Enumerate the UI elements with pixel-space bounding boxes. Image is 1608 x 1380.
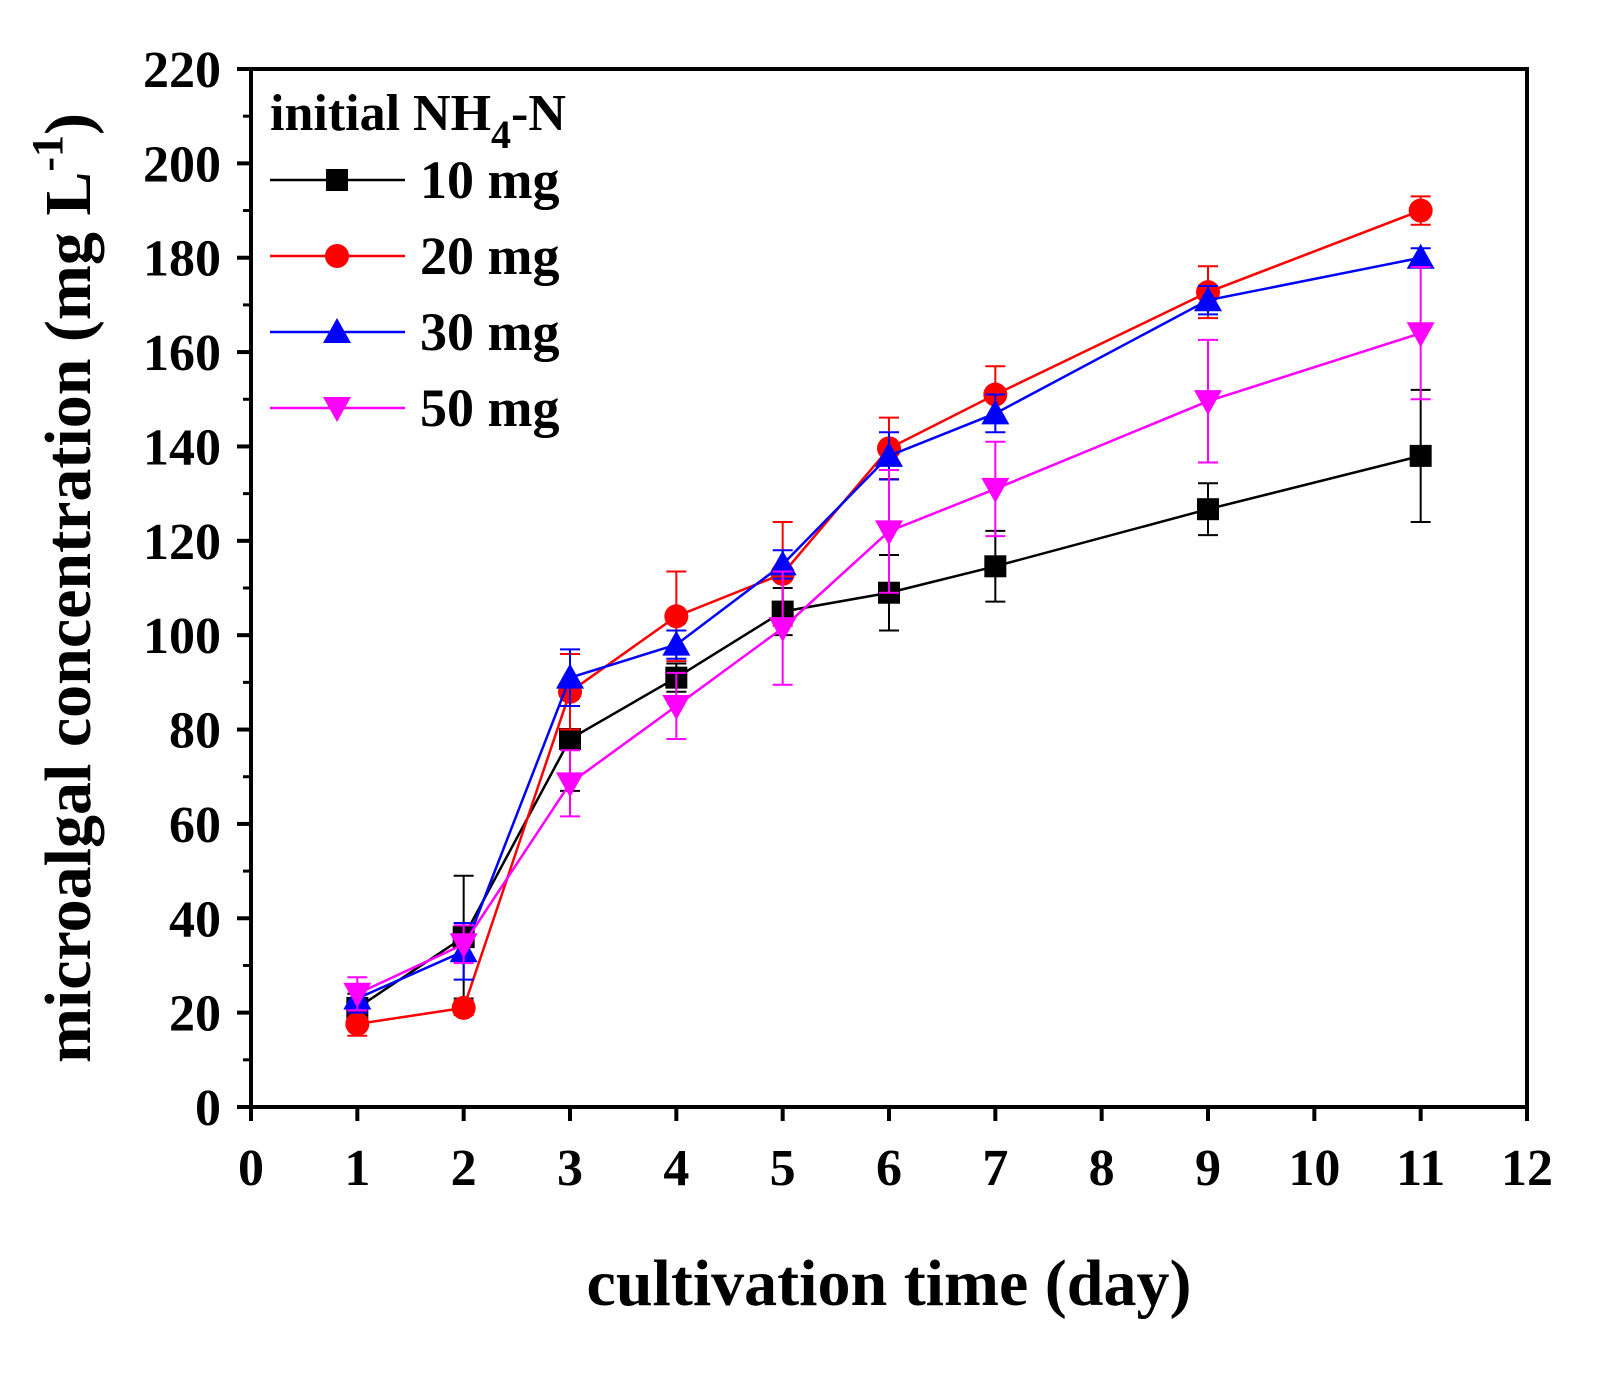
y-tick-label: 20 xyxy=(169,986,221,1043)
data-point xyxy=(662,630,691,656)
y-tick-label: 180 xyxy=(143,231,221,288)
legend-label: 30 mg xyxy=(420,302,559,362)
legend-label: 10 mg xyxy=(420,150,559,210)
y-tick-label: 100 xyxy=(143,608,221,665)
data-point xyxy=(1409,444,1432,467)
legend-title-post: -N xyxy=(511,85,566,142)
legend-label: 20 mg xyxy=(420,226,559,286)
x-tick-label: 9 xyxy=(1195,1140,1221,1197)
data-point xyxy=(981,477,1010,503)
y-tick-label: 0 xyxy=(195,1080,221,1137)
data-point xyxy=(343,982,372,1008)
legend: initial NH4-N 10 mg 20 mg 30 mg 50 mg xyxy=(270,85,566,438)
series-50-mg xyxy=(343,266,1435,1012)
y-tick-label: 60 xyxy=(169,797,221,854)
data-point xyxy=(559,727,581,750)
x-tick-label: 7 xyxy=(982,1140,1008,1197)
y-axis-label-close: ) xyxy=(32,113,105,135)
data-point xyxy=(984,555,1007,578)
data-point xyxy=(768,550,797,576)
data-point xyxy=(981,399,1010,425)
data-point xyxy=(664,604,689,629)
x-tick-label: 5 xyxy=(770,1140,796,1197)
data-point xyxy=(662,694,691,720)
data-point xyxy=(875,520,903,546)
data-point xyxy=(768,617,797,643)
data-point xyxy=(345,1011,370,1036)
y-tick-label: 40 xyxy=(169,891,221,948)
y-axis-label: microalgal concentration (mg L-1) xyxy=(23,113,105,1063)
x-axis-label: cultivation time (day) xyxy=(587,1247,1192,1320)
y-tick-label: 120 xyxy=(143,514,221,571)
x-tick-label: 0 xyxy=(238,1140,264,1197)
legend-title-pre: initial NH xyxy=(270,85,491,142)
x-tick-label: 10 xyxy=(1288,1140,1340,1197)
legend-marker xyxy=(326,169,348,191)
data-point xyxy=(875,441,903,467)
y-tick-label: 160 xyxy=(143,325,221,382)
data-point xyxy=(1194,390,1222,416)
legend-marker xyxy=(323,318,351,343)
legend-title-sub: 4 xyxy=(491,112,511,157)
data-point xyxy=(1406,322,1435,348)
data-point xyxy=(556,772,584,798)
x-tick-label: 11 xyxy=(1396,1140,1445,1197)
data-point xyxy=(451,995,476,1020)
legend-label: 50 mg xyxy=(420,378,559,438)
y-axis-label-main: microalgal concentration (mg L xyxy=(32,172,105,1063)
data-point xyxy=(449,933,478,959)
x-tick-label: 8 xyxy=(1089,1140,1115,1197)
axes: 0 1 2 3 4 5 6 7 8 9 10 11 12020406080100120140160180… xyxy=(143,42,1553,1197)
data-point xyxy=(1197,498,1219,521)
y-axis-label-sup: -1 xyxy=(23,135,72,172)
legend-marker xyxy=(323,397,351,422)
data-marks xyxy=(343,195,1435,1037)
x-tick-label: 6 xyxy=(876,1140,902,1197)
legend-item: 30 mg xyxy=(270,302,559,362)
data-point xyxy=(1406,243,1435,269)
y-tick-label: 220 xyxy=(143,42,221,99)
x-tick-label: 12 xyxy=(1501,1140,1553,1197)
legend-title: initial NH4-N xyxy=(270,85,566,157)
y-tick-label: 140 xyxy=(143,419,221,476)
data-point xyxy=(1408,198,1433,223)
legend-item: 20 mg xyxy=(270,226,559,286)
x-tick-label: 2 xyxy=(451,1140,477,1197)
legend-item: 10 mg xyxy=(270,150,559,210)
y-tick-label: 200 xyxy=(143,136,221,193)
legend-marker xyxy=(325,244,349,268)
data-point xyxy=(556,663,584,689)
x-tick-label: 4 xyxy=(663,1140,689,1197)
legend-item: 50 mg xyxy=(270,378,559,438)
x-tick-label: 3 xyxy=(557,1140,583,1197)
y-tick-label: 80 xyxy=(169,703,221,760)
x-tick-label: 1 xyxy=(344,1140,370,1197)
data-point xyxy=(1194,286,1222,312)
